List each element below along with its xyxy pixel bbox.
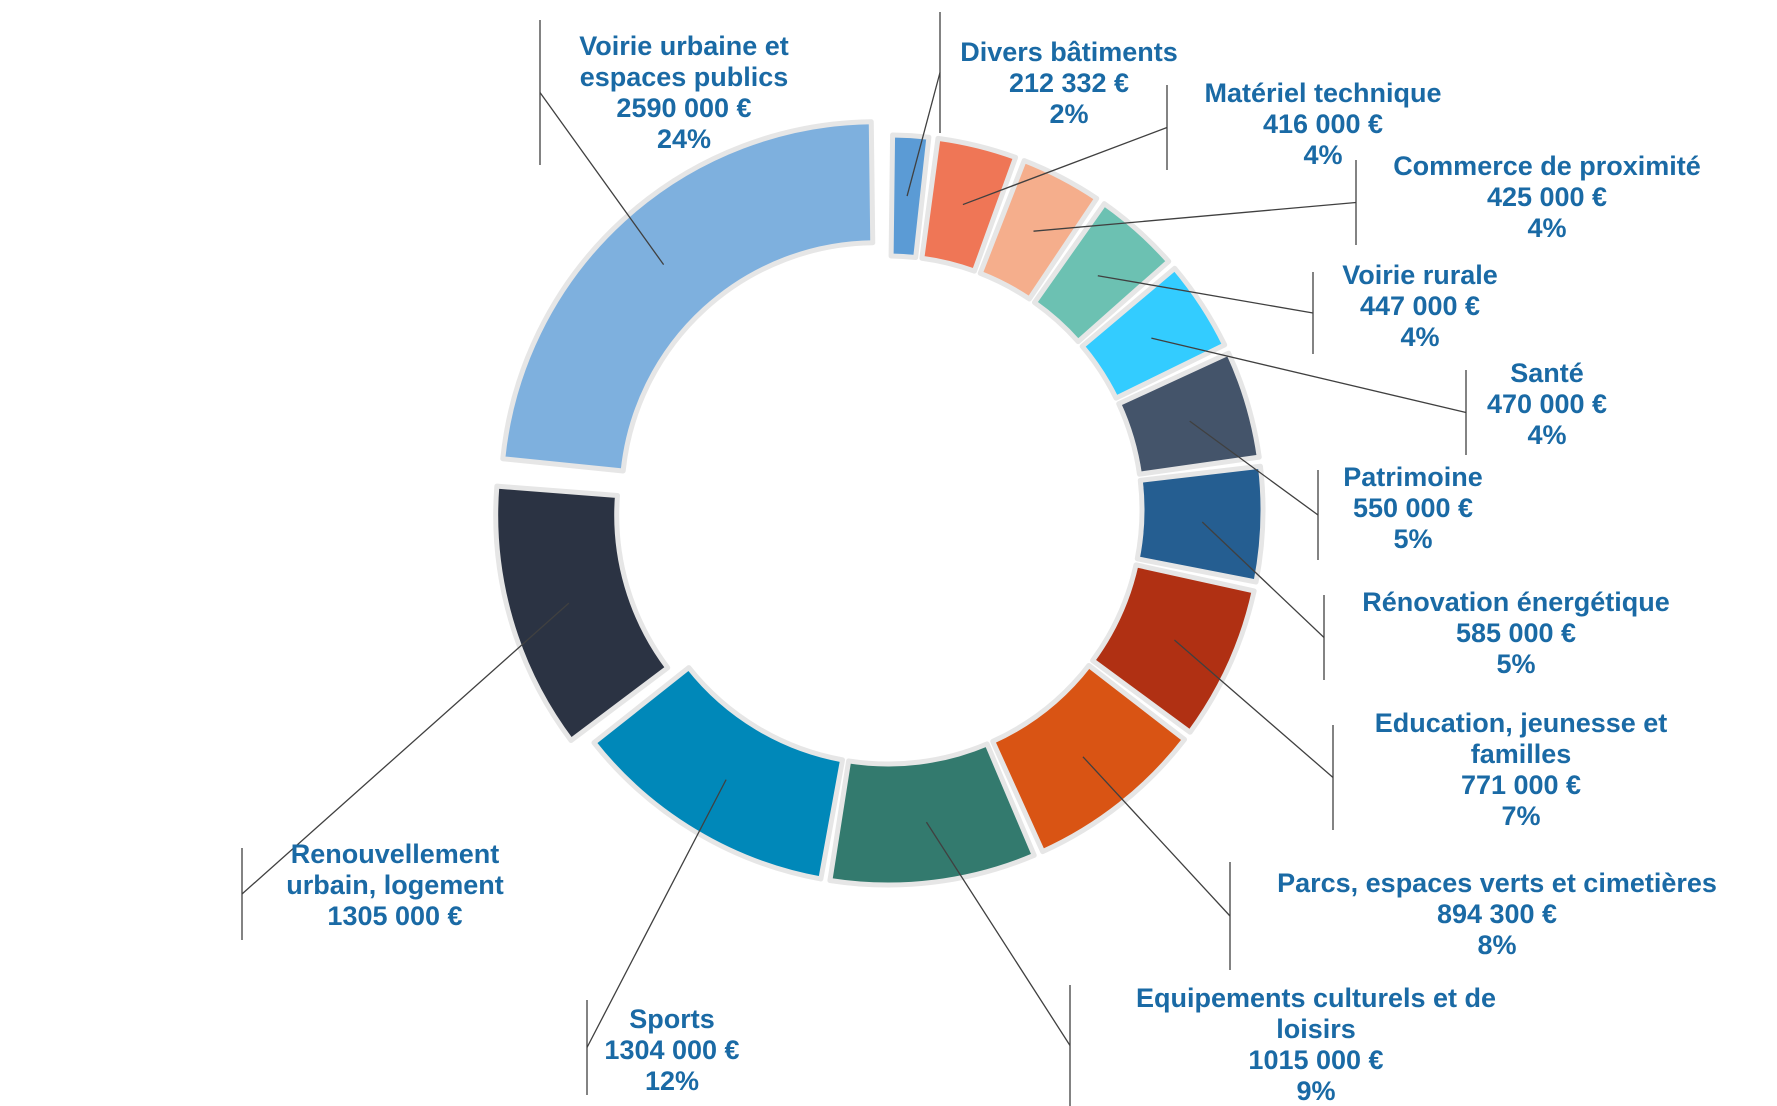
leader-line: [906, 72, 941, 197]
slice-label-line: Commerce de proximité: [1393, 151, 1701, 181]
leader-line: [962, 126, 1168, 206]
slice-label-line: Rénovation énergétique: [1362, 587, 1670, 617]
slice-label-line: Divers bâtiments: [960, 37, 1178, 67]
slice-label-line: 4%: [1527, 420, 1566, 450]
slice-label-line: Equipements culturels et de: [1136, 983, 1496, 1013]
donut-slice-voirie-rurale: [1031, 201, 1172, 345]
slice-label-line: 2%: [1049, 99, 1088, 129]
slice-label-line: 1305 000 €: [327, 901, 462, 931]
donut-slice-sports: [591, 665, 846, 882]
slice-label-line: 12%: [645, 1066, 699, 1096]
slice-label-line: 4%: [1527, 213, 1566, 243]
slice-labels: Divers bâtiments 212 332 €2% Matériel tech…: [286, 31, 1717, 1106]
slice-label-line: Matériel technique: [1204, 78, 1441, 108]
slice-label-line: 5%: [1393, 524, 1432, 554]
donut-slice-commerce-de-proximit: [977, 158, 1100, 302]
slice-label-line: familles: [1471, 739, 1572, 769]
slice-label-line: 447 000 €: [1360, 291, 1480, 321]
slice-label-line: 894 300 €: [1437, 899, 1557, 929]
slice-label-line: 24%: [657, 124, 711, 154]
slice-label: Voirie rurale 447 000 €4%: [1342, 260, 1498, 352]
donut-slice-parcs-espaces-verts-et-cimeti-res: [990, 662, 1188, 855]
slice-label-line: 7%: [1501, 801, 1540, 831]
slice-label: Education, jeunesse et familles 771 000 €7…: [1375, 708, 1668, 831]
slice-label-line: 550 000 €: [1353, 493, 1473, 523]
leader-line: [1097, 275, 1314, 314]
leader-line: [1033, 201, 1357, 232]
slice-label: Divers bâtiments 212 332 €2%: [960, 37, 1178, 129]
slice-label-line: 1015 000 €: [1248, 1045, 1383, 1075]
slice-label-line: Voirie rurale: [1342, 260, 1498, 290]
slice-label-line: loisirs: [1276, 1014, 1356, 1044]
slice-label-line: 585 000 €: [1456, 618, 1576, 648]
slice-label-line: 1304 000 €: [604, 1035, 739, 1065]
donut-slice-sant: [1079, 265, 1228, 401]
leader-line: [1173, 639, 1334, 778]
slice-label-line: Santé: [1510, 358, 1584, 388]
slice-label-line: 470 000 €: [1487, 389, 1607, 419]
leader-line: [1151, 337, 1467, 414]
slice-label: Voirie urbaine et espaces publics 2590 000…: [579, 31, 789, 154]
slice-label: Matériel technique 416 000 €4%: [1204, 78, 1441, 170]
leader-lines: [241, 12, 1467, 1106]
donut-slice-education-jeunesse-et-familles: [1090, 562, 1257, 735]
slice-label-line: Renouvellement: [291, 839, 500, 869]
slice-label: Santé 470 000 €4%: [1487, 358, 1607, 450]
slice-label-line: 212 332 €: [1009, 68, 1129, 98]
slice-label: Sports 1304 000 €12%: [604, 1004, 739, 1096]
leader-line: [1189, 420, 1319, 516]
donut-slice-r-novation-nerg-tique: [1134, 463, 1266, 585]
slice-label-line: Parcs, espaces verts et cimetières: [1277, 868, 1717, 898]
slice-label-line: 416 000 €: [1263, 109, 1383, 139]
slice-label: Renouvellement urbain, logement 1305 000 €: [286, 839, 504, 931]
slice-label-line: Education, jeunesse et: [1375, 708, 1668, 738]
slice-label: Equipements culturels et de loisirs 1015 0…: [1136, 983, 1496, 1106]
slice-label-line: espaces publics: [580, 62, 789, 92]
leader-line: [241, 602, 570, 895]
slice-label: Rénovation énergétique 585 000 €5%: [1362, 587, 1670, 679]
slice-label-line: 771 000 €: [1461, 770, 1581, 800]
leader-line: [925, 821, 1071, 1046]
donut-slice-patrimoine: [1116, 350, 1262, 477]
leader-line: [539, 92, 665, 266]
slice-label-line: 4%: [1303, 140, 1342, 170]
donut-segments: [493, 119, 1266, 888]
slice-label-line: urbain, logement: [286, 870, 504, 900]
donut-slice-voirie-urbaine-et-espaces-publics: [500, 119, 876, 474]
leader-line: [1082, 756, 1231, 917]
slice-label: Commerce de proximité 425 000 €4%: [1393, 151, 1701, 243]
leader-line: [586, 779, 727, 1048]
donut-slice-equipements-culturels-et-de-loisirs: [827, 741, 1037, 888]
slice-label-line: 5%: [1496, 649, 1535, 679]
slice-label-line: 4%: [1400, 322, 1439, 352]
slice-label-line: 9%: [1296, 1076, 1335, 1106]
slice-label-line: 2590 000 €: [616, 93, 751, 123]
slice-label-line: Patrimoine: [1343, 462, 1483, 492]
slice-label-line: 425 000 €: [1487, 182, 1607, 212]
donut-slice-divers-b-timents: [888, 132, 932, 261]
slice-label: Patrimoine 550 000 €5%: [1343, 462, 1483, 554]
donut-slice-mat-riel-technique: [919, 135, 1019, 274]
slice-label: Parcs, espaces verts et cimetières 894 30…: [1277, 868, 1717, 960]
donut-slice-renouvellement-urbain-logement: [493, 483, 671, 743]
leader-line: [1201, 521, 1325, 638]
slice-label-line: Voirie urbaine et: [579, 31, 789, 61]
slice-label-line: Sports: [629, 1004, 715, 1034]
slice-label-line: 8%: [1477, 930, 1516, 960]
